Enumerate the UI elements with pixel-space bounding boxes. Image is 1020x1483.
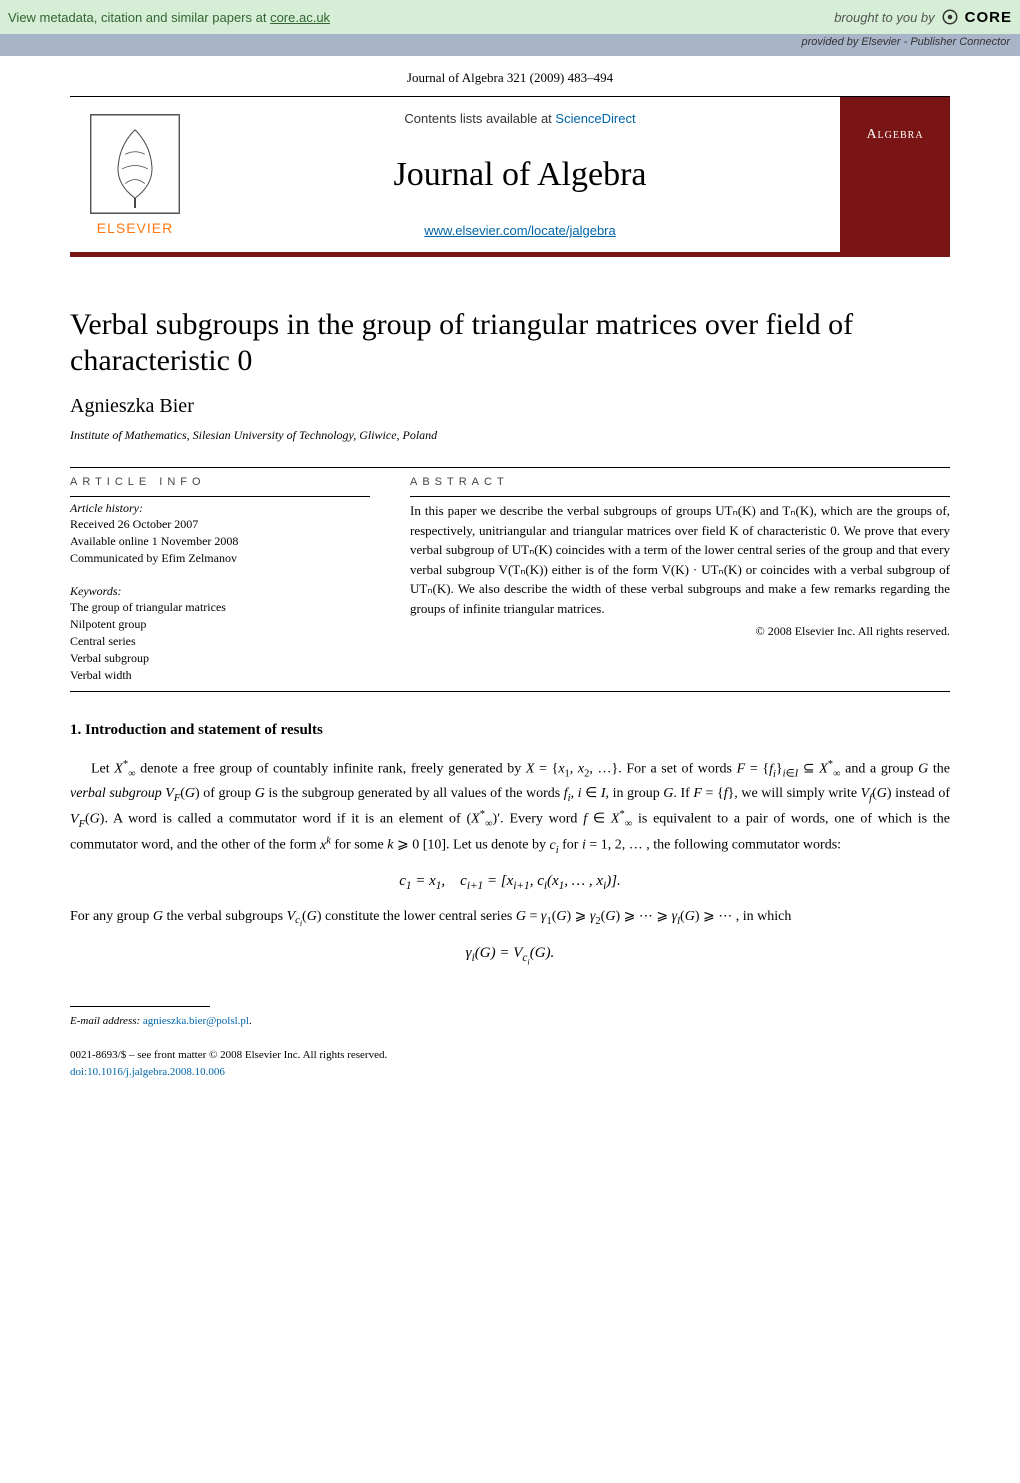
elsevier-tree-icon	[90, 114, 180, 214]
para-2: For any group G the verbal subgroups Vci…	[70, 906, 950, 931]
cover-title: Algebra	[866, 127, 923, 143]
article-info-col: ARTICLE INFO Article history: Received 2…	[70, 476, 370, 683]
abstract-rule	[410, 496, 950, 497]
banner-right: brought to you by CORE	[834, 8, 1012, 26]
affiliation: Institute of Mathematics, Silesian Unive…	[70, 428, 950, 443]
journal-reference: Journal of Algebra 321 (2009) 483–494	[0, 56, 1020, 96]
contents-prefix: Contents lists available at	[404, 111, 555, 126]
keyword: Central series	[70, 633, 370, 650]
keyword: Verbal width	[70, 667, 370, 684]
footnote-doi: doi:10.1016/j.jalgebra.2008.10.006	[70, 1064, 950, 1081]
contents-line: Contents lists available at ScienceDirec…	[404, 111, 635, 126]
footnote-rule	[70, 1006, 210, 1007]
math-display-1: c1 = x1, ci+1 = [xi+1, ci(x1, … , xi)].	[70, 873, 950, 892]
journal-center: Contents lists available at ScienceDirec…	[200, 97, 840, 252]
footnote-email: E-mail address: agnieszka.bier@polsl.pl.	[70, 1013, 950, 1030]
provided-text: provided by Elsevier - Publisher Connect…	[802, 36, 1011, 48]
abstract-col: ABSTRACT In this paper we describe the v…	[410, 476, 950, 683]
email-label: E-mail address:	[70, 1015, 143, 1027]
communicated: Communicated by Efim Zelmanov	[70, 550, 370, 567]
banner-left-prefix: View metadata, citation and similar pape…	[8, 10, 270, 25]
abstract-text: In this paper we describe the verbal sub…	[410, 501, 950, 618]
keyword: The group of triangular matrices	[70, 599, 370, 616]
abstract-header: ABSTRACT	[410, 476, 950, 488]
elsevier-logo-block: ELSEVIER	[70, 97, 200, 252]
footnote-frontmatter: 0021-8693/$ – see front matter © 2008 El…	[70, 1047, 950, 1064]
para-1: Let X*∞ denote a free group of countably…	[70, 757, 950, 858]
abstract-copyright: © 2008 Elsevier Inc. All rights reserved…	[410, 624, 950, 639]
email-link[interactable]: agnieszka.bier@polsl.pl	[143, 1015, 249, 1027]
core-link[interactable]: core.ac.uk	[270, 10, 330, 25]
author-name: Agnieszka Bier	[70, 395, 950, 418]
math-display-2: γi(G) = Vci(G).	[70, 945, 950, 966]
rule-above-cols	[70, 467, 950, 468]
provided-bar: provided by Elsevier - Publisher Connect…	[0, 34, 1020, 56]
keyword: Nilpotent group	[70, 616, 370, 633]
journal-url[interactable]: www.elsevier.com/locate/jalgebra	[424, 223, 615, 238]
article-info-header: ARTICLE INFO	[70, 476, 370, 488]
available: Available online 1 November 2008	[70, 533, 370, 550]
sciencedirect-link[interactable]: ScienceDirect	[555, 111, 635, 126]
core-banner: View metadata, citation and similar pape…	[0, 0, 1020, 34]
journal-header-box: ELSEVIER Contents lists available at Sci…	[70, 97, 950, 252]
received: Received 26 October 2007	[70, 516, 370, 533]
journal-cover: Algebra	[840, 97, 950, 252]
brought-by-label: brought to you by	[834, 10, 934, 25]
main-content: Verbal subgroups in the group of triangu…	[0, 257, 1020, 1110]
rule-below-cols	[70, 691, 950, 692]
keywords-label: Keywords:	[70, 584, 370, 599]
doi-link[interactable]: doi:10.1016/j.jalgebra.2008.10.006	[70, 1066, 225, 1078]
paper-title: Verbal subgroups in the group of triangu…	[70, 307, 950, 379]
banner-left: View metadata, citation and similar pape…	[8, 10, 330, 25]
section-1-heading: 1. Introduction and statement of results	[70, 722, 950, 739]
info-rule	[70, 496, 370, 497]
core-brand: CORE	[965, 9, 1012, 26]
journal-title: Journal of Algebra	[393, 156, 646, 194]
keyword: Verbal subgroup	[70, 650, 370, 667]
info-abstract-row: ARTICLE INFO Article history: Received 2…	[70, 476, 950, 683]
core-logo-icon	[941, 8, 959, 26]
history-label: Article history:	[70, 501, 370, 516]
elsevier-brand-text: ELSEVIER	[97, 220, 173, 236]
